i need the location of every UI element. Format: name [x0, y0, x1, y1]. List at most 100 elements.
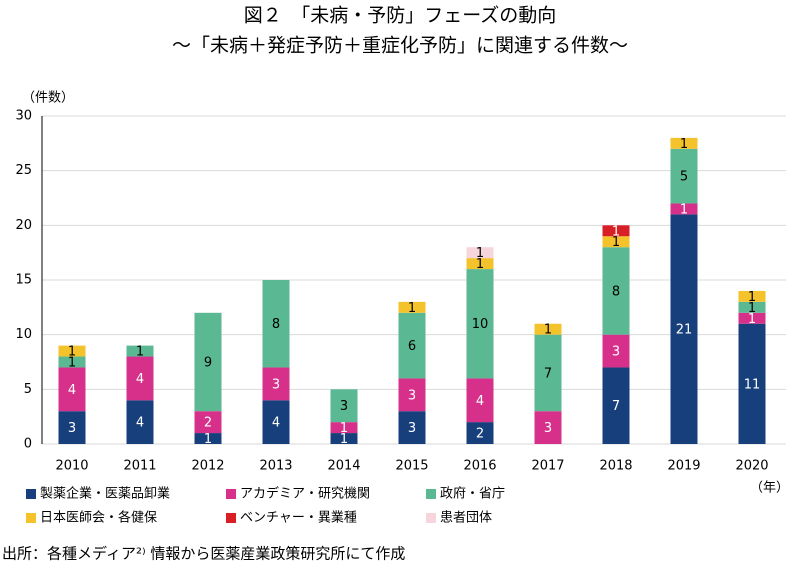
data-label: 1	[204, 432, 212, 447]
bar-segment	[58, 367, 86, 412]
x-tick-label: 2012	[191, 459, 224, 474]
data-label: 3	[408, 421, 416, 436]
x-tick-label: 2014	[327, 459, 360, 474]
bar-segment	[126, 356, 154, 401]
legend-swatch	[26, 513, 36, 523]
y-tick-label: 25	[15, 163, 32, 178]
legend-label: 患者団体	[440, 511, 492, 526]
legend-label: 日本医師会・各健保	[40, 510, 157, 526]
bar-segment	[398, 378, 426, 412]
data-label: 2	[204, 416, 212, 431]
legend-label: 政府・省庁	[440, 487, 505, 502]
data-label: 4	[272, 416, 280, 431]
y-tick-label: 5	[24, 382, 32, 397]
data-label: 3	[68, 421, 76, 436]
bar-segment	[602, 334, 630, 368]
x-tick-label: 2016	[463, 459, 496, 474]
data-label: 1	[680, 137, 688, 152]
data-label: 1	[748, 301, 756, 316]
x-tick-label: 2013	[259, 459, 292, 474]
data-label: 4	[68, 383, 76, 398]
x-axis-label: （年）	[750, 481, 789, 496]
bar-segment	[602, 236, 630, 248]
x-tick-label: 2018	[599, 459, 632, 474]
data-label: 1	[408, 301, 416, 316]
chart-subtitle: ～「未病＋発症予防＋重症化予防」に関連する件数～	[172, 35, 628, 57]
data-label: 8	[612, 284, 620, 299]
data-label: 8	[272, 317, 280, 332]
y-tick-label: 30	[15, 109, 32, 124]
x-tick-label: 2015	[395, 459, 428, 474]
legend-swatch	[426, 489, 436, 499]
bar-segment	[398, 301, 426, 313]
data-label: 7	[612, 399, 620, 414]
legend-swatch	[426, 513, 436, 523]
bar-segment	[330, 433, 358, 444]
bar-segment	[466, 247, 494, 259]
y-tick-label: 20	[15, 218, 32, 233]
data-label: 1	[340, 421, 348, 436]
bar-segment	[330, 422, 358, 434]
data-label: 21	[676, 323, 693, 338]
bar-segment	[330, 389, 358, 423]
data-label: 3	[544, 421, 552, 436]
chart-title: 図２ 「未病・予防」フェーズの動向	[244, 5, 557, 27]
bar-segment	[602, 225, 630, 237]
bar-segment	[194, 433, 222, 444]
legend-swatch	[226, 513, 236, 523]
bar-segment	[466, 269, 494, 379]
data-label: 3	[272, 377, 280, 392]
bar-segment	[534, 334, 562, 412]
data-label: 1	[136, 345, 144, 360]
data-label: 4	[476, 394, 484, 409]
bar-segment	[466, 422, 494, 444]
bar-segment	[194, 411, 222, 434]
data-label: 1	[476, 246, 484, 261]
bar-segment	[670, 203, 698, 215]
legend-swatch	[26, 489, 36, 499]
legend-label: ベンチャー・異業種	[240, 510, 357, 526]
data-label: 7	[544, 366, 552, 381]
bar-segment	[602, 247, 630, 335]
y-tick-label: 15	[15, 273, 32, 288]
bar-segment	[262, 400, 290, 444]
data-label: 5	[680, 170, 688, 185]
x-tick-label: 2019	[667, 459, 700, 474]
bar-segment	[58, 411, 86, 444]
bar-segment	[602, 367, 630, 444]
bar-segment	[738, 290, 766, 302]
bar-segment	[738, 312, 766, 324]
y-tick-label: 0	[24, 437, 32, 452]
bar-segment	[58, 345, 86, 357]
data-label: 9	[204, 356, 212, 371]
legend-swatch	[226, 489, 236, 499]
bar-segment	[534, 411, 562, 444]
bar-segment	[262, 367, 290, 401]
bar-segment	[194, 312, 222, 412]
y-tick-label: 10	[15, 327, 32, 342]
data-label: 2	[476, 427, 484, 442]
bar-segment	[398, 411, 426, 444]
source-note: 出所：各種メディア²⁾ 情報から医薬産業政策研究所にて作成	[2, 545, 405, 563]
data-label: 1	[340, 432, 348, 447]
x-tick-label: 2017	[531, 459, 564, 474]
bar-segment	[126, 400, 154, 444]
data-label: 1	[612, 224, 620, 239]
legend-label: 製薬企業・医薬品卸業	[40, 486, 170, 502]
data-label: 3	[340, 399, 348, 414]
data-label: 3	[408, 388, 416, 403]
data-label: 1	[476, 257, 484, 272]
data-label: 6	[408, 339, 416, 354]
data-label: 4	[136, 372, 144, 387]
bar-segment	[670, 137, 698, 149]
data-label: 11	[744, 377, 761, 392]
legend-label: アカデミア・研究機関	[240, 486, 370, 502]
data-label: 1	[68, 356, 76, 371]
bar-segment	[670, 214, 698, 444]
bar-segment	[126, 345, 154, 357]
data-label: 1	[680, 202, 688, 217]
bar-segment	[466, 378, 494, 423]
bar-segment	[738, 323, 766, 444]
bar-segment	[398, 312, 426, 379]
